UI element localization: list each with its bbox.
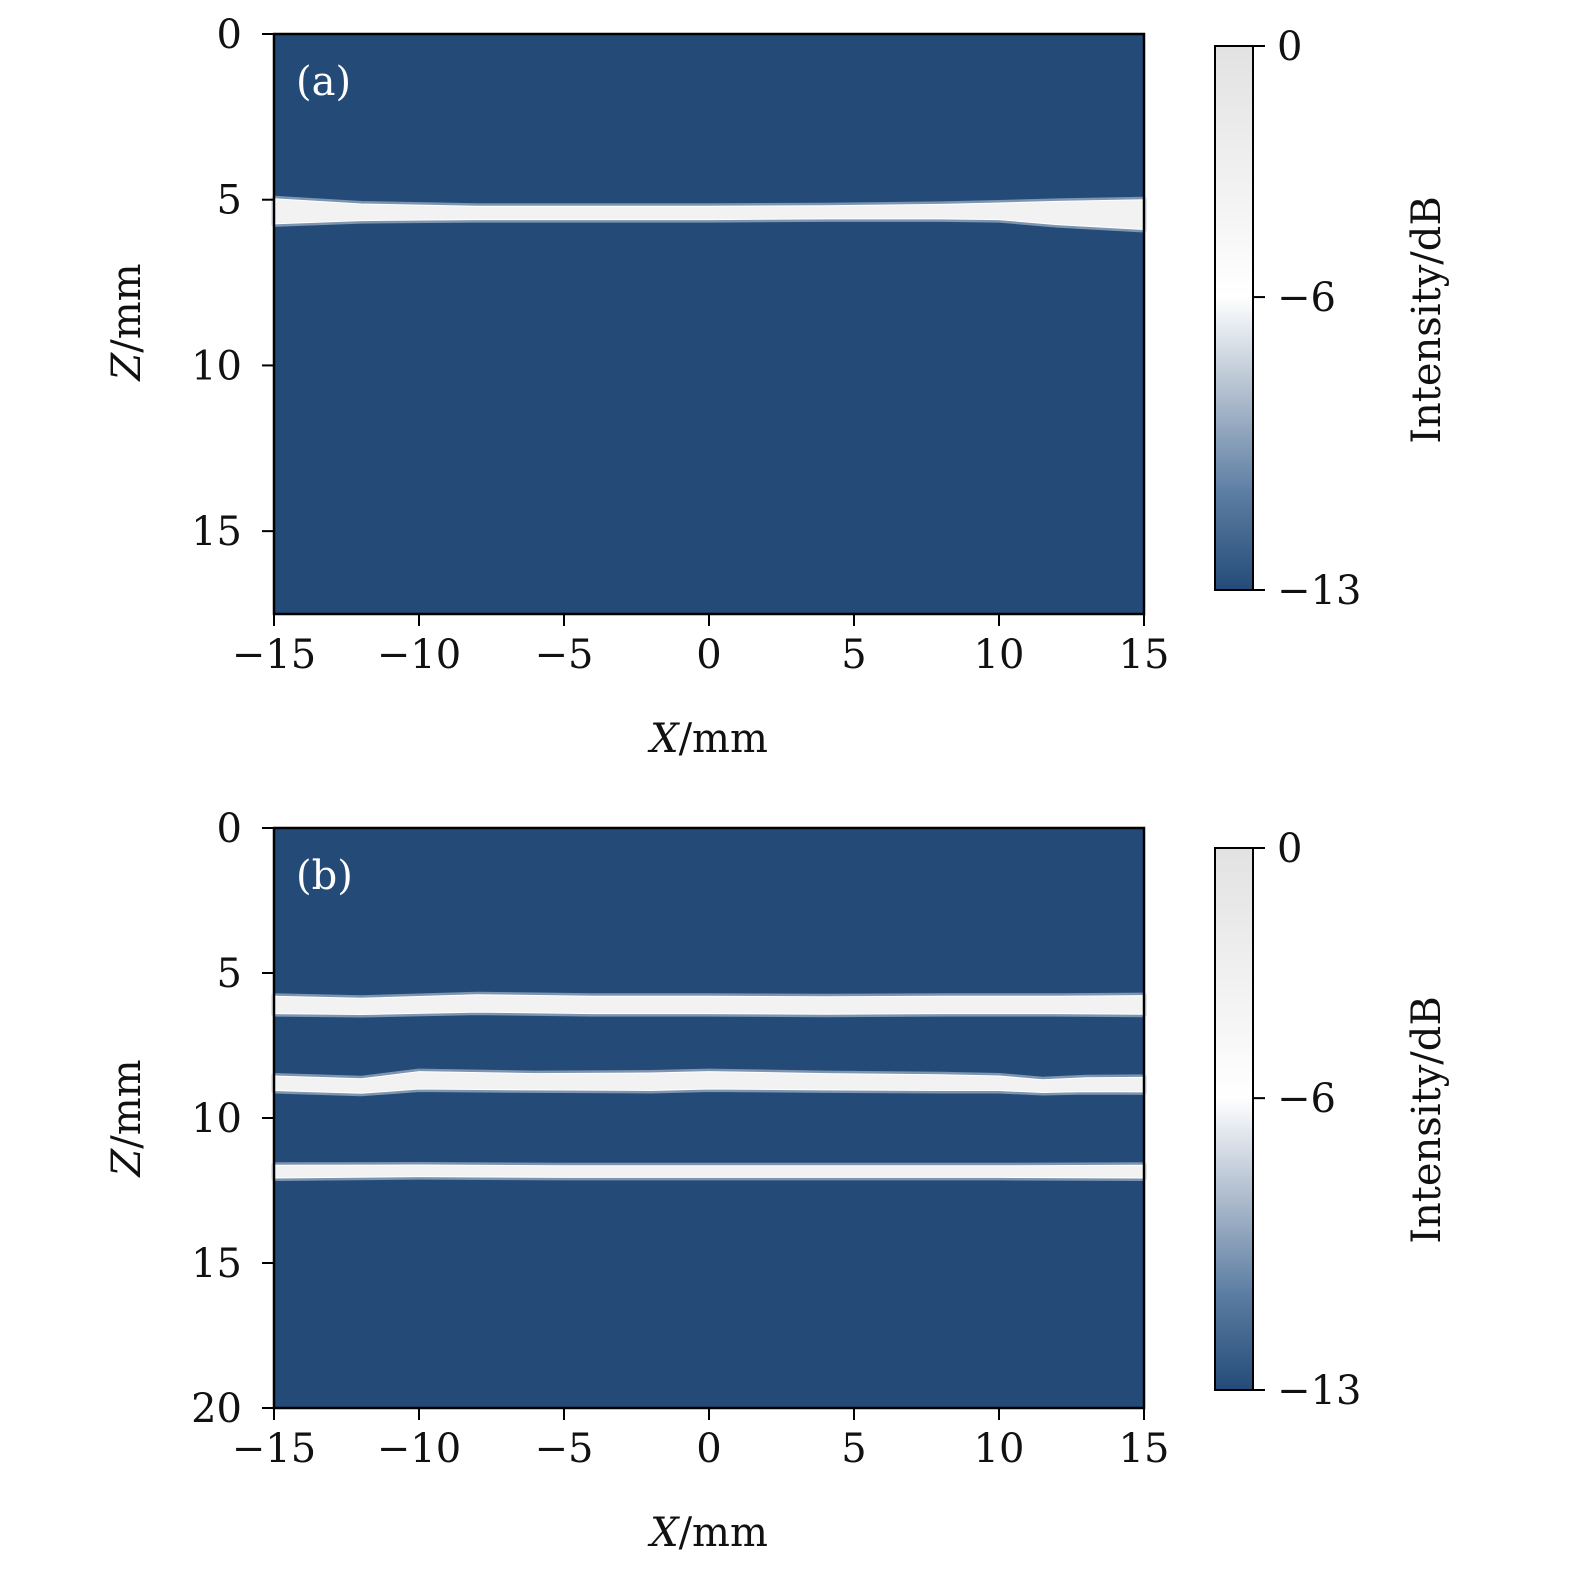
y-tick-label: 10 <box>191 343 242 389</box>
x-tick-label: 5 <box>841 1426 866 1472</box>
colorbar-ticks-a: 0 −6 −13 <box>1253 24 1361 614</box>
x-axis-a: −15 −10 −5 0 5 10 15 <box>232 614 1170 678</box>
colorbar-tick-label: 0 <box>1277 24 1302 70</box>
colorbar-gradient-b <box>1214 847 1254 1391</box>
y-tick-label: 10 <box>191 1096 242 1142</box>
x-tick-label: 5 <box>841 632 866 678</box>
x-tick-label: −15 <box>232 1426 316 1472</box>
x-axis-label-a: X/mm <box>647 716 768 762</box>
x-tick-label: −5 <box>535 1426 594 1472</box>
x-tick-label: 10 <box>974 1426 1025 1472</box>
x-tick-label: 15 <box>1119 1426 1170 1472</box>
x-tick-label: 15 <box>1119 632 1170 678</box>
heatmap-panel-a: (a) −15 −10 −5 0 5 10 15 0 5 10 15 X/mm Z/mm 0 −6 −… <box>104 12 1450 762</box>
colorbar-label-b: Intensity/dB <box>1404 996 1450 1244</box>
colorbar-tick-label: −6 <box>1277 275 1336 321</box>
bands-b <box>271 991 1147 1181</box>
y-tick-label: 0 <box>217 12 242 58</box>
colorbar-tick-label: −13 <box>1277 568 1361 614</box>
colorbar-tick-label: −6 <box>1277 1076 1336 1122</box>
colorbar-ticks-b: 0 −6 −13 <box>1253 826 1361 1414</box>
x-tick-label: −10 <box>377 632 461 678</box>
y-tick-label: 0 <box>217 806 242 852</box>
y-tick-label: 15 <box>191 1241 242 1287</box>
x-tick-label: 10 <box>974 632 1025 678</box>
panel-label-b: (b) <box>296 853 353 899</box>
x-axis-label-b: X/mm <box>647 1510 768 1556</box>
plot-area-b <box>274 828 1144 1408</box>
colorbar-tick-label: −13 <box>1277 1368 1361 1414</box>
y-axis-label-b: Z/mm <box>104 1059 150 1178</box>
x-tick-label: −10 <box>377 1426 461 1472</box>
bands-a <box>271 195 1147 233</box>
y-axis-label-a: Z/mm <box>104 263 150 382</box>
colorbar-a: 0 −6 −13 Intensity/dB <box>1214 24 1450 614</box>
plot-area-a <box>274 34 1144 614</box>
colorbar-tick-label: 0 <box>1277 826 1302 872</box>
colorbar-label-a: Intensity/dB <box>1404 196 1450 444</box>
y-tick-label: 15 <box>191 509 242 555</box>
colorbar-gradient-a <box>1214 45 1254 591</box>
x-tick-label: −5 <box>535 632 594 678</box>
x-tick-label: 0 <box>696 632 721 678</box>
intensity-band <box>273 1164 1145 1179</box>
intensity-band <box>273 994 1145 1016</box>
colorbar-b: 0 −6 −13 Intensity/dB <box>1214 826 1450 1414</box>
panel-label-a: (a) <box>296 59 351 105</box>
y-axis-a: 0 5 10 15 <box>191 12 274 555</box>
y-axis-b: 0 5 10 15 20 <box>191 806 274 1432</box>
x-tick-label: −15 <box>232 632 316 678</box>
y-tick-label: 5 <box>217 178 242 224</box>
x-axis-b: −15 −10 −5 0 5 10 15 <box>232 1408 1170 1472</box>
y-tick-label: 20 <box>191 1386 242 1432</box>
y-tick-label: 5 <box>217 951 242 997</box>
x-tick-label: 0 <box>696 1426 721 1472</box>
